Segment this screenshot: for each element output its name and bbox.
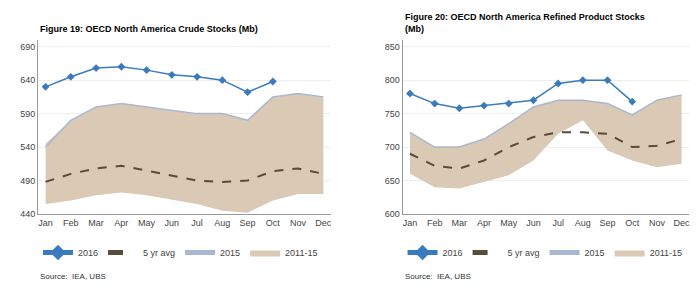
svg-text:Apr: Apr bbox=[477, 218, 491, 228]
svg-text:2011-15: 2011-15 bbox=[285, 248, 317, 258]
svg-text:Jul: Jul bbox=[191, 218, 203, 228]
svg-text:Feb: Feb bbox=[63, 218, 79, 228]
svg-text:2015: 2015 bbox=[585, 248, 605, 258]
svg-text:Nov: Nov bbox=[649, 218, 666, 228]
svg-text:2016: 2016 bbox=[443, 248, 463, 258]
svg-text:750: 750 bbox=[385, 109, 400, 119]
svg-text:Aug: Aug bbox=[214, 218, 230, 228]
svg-text:Sep: Sep bbox=[240, 218, 256, 228]
svg-text:490: 490 bbox=[20, 176, 35, 186]
svg-text:Jun: Jun bbox=[165, 218, 180, 228]
svg-text:5 yr avg: 5 yr avg bbox=[508, 248, 540, 258]
svg-text:Jul: Jul bbox=[552, 218, 564, 228]
svg-text:Mar: Mar bbox=[452, 218, 468, 228]
svg-text:640: 640 bbox=[20, 75, 35, 85]
svg-text:Figure 19: OECD North America: Figure 19: OECD North America Crude Stoc… bbox=[40, 24, 258, 34]
svg-text:May: May bbox=[500, 218, 518, 228]
svg-text:Jan: Jan bbox=[38, 218, 53, 228]
svg-text:Source: IEA, UBS: Source: IEA, UBS bbox=[405, 272, 471, 281]
svg-text:May: May bbox=[138, 218, 156, 228]
svg-text:Dec: Dec bbox=[674, 218, 691, 228]
svg-text:590: 590 bbox=[20, 109, 35, 119]
svg-text:690: 690 bbox=[20, 42, 35, 52]
svg-text:Dec: Dec bbox=[315, 218, 332, 228]
svg-text:850: 850 bbox=[385, 42, 400, 52]
svg-text:600: 600 bbox=[385, 209, 400, 219]
svg-text:2016: 2016 bbox=[78, 248, 98, 258]
svg-text:2015: 2015 bbox=[220, 248, 240, 258]
svg-text:440: 440 bbox=[20, 209, 35, 219]
svg-text:Nov: Nov bbox=[290, 218, 307, 228]
svg-text:Sep: Sep bbox=[600, 218, 616, 228]
svg-text:650: 650 bbox=[385, 176, 400, 186]
svg-text:Aug: Aug bbox=[575, 218, 591, 228]
svg-text:Source: IEA, UBS: Source: IEA, UBS bbox=[40, 272, 106, 281]
svg-text:Mar: Mar bbox=[88, 218, 104, 228]
svg-text:Jan: Jan bbox=[403, 218, 418, 228]
svg-text:Jun: Jun bbox=[526, 218, 541, 228]
svg-text:700: 700 bbox=[385, 142, 400, 152]
svg-text:Feb: Feb bbox=[427, 218, 443, 228]
svg-text:Figure 20: OECD North America: Figure 20: OECD North America Refined Pr… bbox=[405, 12, 645, 34]
svg-text:540: 540 bbox=[20, 142, 35, 152]
svg-text:2011-15: 2011-15 bbox=[650, 248, 682, 258]
svg-text:800: 800 bbox=[385, 75, 400, 85]
svg-text:Oct: Oct bbox=[625, 218, 640, 228]
svg-text:Apr: Apr bbox=[114, 218, 128, 228]
svg-text:5 yr avg: 5 yr avg bbox=[143, 248, 175, 258]
svg-text:Oct: Oct bbox=[266, 218, 281, 228]
